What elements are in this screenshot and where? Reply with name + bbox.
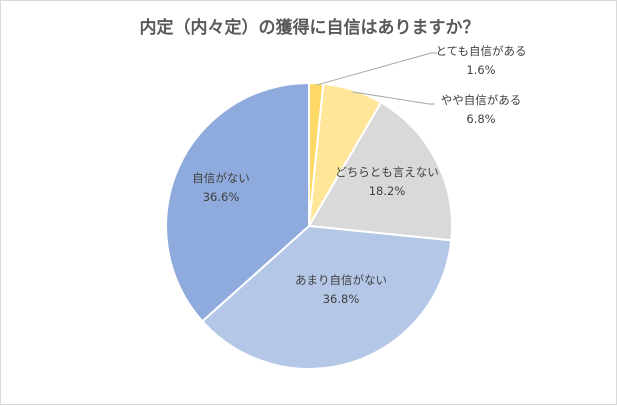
chart-title: 内定（内々定）の獲得に自信はありますか？ [139, 18, 480, 38]
slice-label-3: どちらとも言えない [335, 165, 439, 179]
slice-label-4: あまり自信がない [295, 273, 387, 287]
leader-line-2 [352, 91, 435, 105]
pie-slice-3 [307, 101, 453, 242]
slice-label-1: とても自信がある [435, 44, 526, 58]
pie-slice-4 [200, 224, 453, 370]
slice-value-label-1: 1.6% [466, 63, 495, 77]
slice-value-label-5: 36.6% [203, 190, 240, 204]
leader-line-1 [315, 52, 437, 86]
slice-label-5: 自信がない [192, 171, 250, 185]
slice-value-label-3: 18.2% [369, 184, 406, 198]
slice-value-label-2: 6.8% [466, 112, 495, 126]
pie-slice-5 [165, 81, 310, 323]
slice-value-label-4: 36.8% [323, 292, 360, 306]
slice-label-2: やや自信がある [441, 93, 522, 107]
